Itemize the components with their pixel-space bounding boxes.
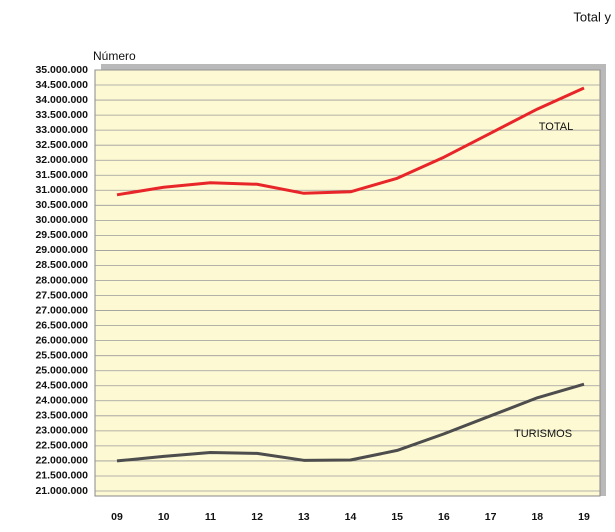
y-tick-label: 31.500.000 [35, 169, 88, 181]
y-tick-label: 28.500.000 [35, 259, 88, 271]
y-tick-label: 25.500.000 [35, 349, 88, 361]
x-tick-label: 14 [345, 511, 357, 523]
y-tick-label: 23.500.000 [35, 410, 88, 422]
series-label: TURISMOS [514, 428, 572, 440]
y-tick-label: 33.500.000 [35, 109, 88, 121]
y-tick-label: 22.000.000 [35, 455, 88, 467]
chart-title: Total y [573, 9, 611, 24]
y-tick-label: 29.000.000 [35, 244, 88, 256]
y-tick-label: 31.000.000 [35, 184, 88, 196]
x-tick-label: 10 [158, 511, 170, 523]
x-tick-label: 15 [391, 511, 403, 523]
y-tick-label: 26.000.000 [35, 334, 88, 346]
x-tick-label: 13 [298, 511, 310, 523]
y-axis-label: Número [93, 49, 136, 63]
y-tick-label: 30.500.000 [35, 199, 88, 211]
y-tick-label: 33.000.000 [35, 124, 88, 136]
y-tick-label: 25.000.000 [35, 364, 88, 376]
x-tick-label: 18 [531, 511, 543, 523]
y-tick-label: 26.500.000 [35, 319, 88, 331]
y-tick-label: 21.500.000 [35, 470, 88, 482]
y-tick-label: 35.000.000 [35, 64, 88, 76]
y-tick-label: 23.000.000 [35, 425, 88, 437]
x-tick-label: 19 [578, 511, 590, 523]
series-line [116, 86, 585, 197]
y-tick-label: 27.000.000 [35, 304, 88, 316]
x-tick-label: 09 [111, 511, 123, 523]
y-tick-label: 30.000.000 [35, 214, 88, 226]
y-tick-label: 28.000.000 [35, 274, 88, 286]
y-tick-label: 34.000.000 [35, 94, 88, 106]
plot-area [94, 69, 601, 497]
x-tick-label: 12 [251, 511, 263, 523]
series-label: TOTAL [539, 121, 573, 133]
y-tick-label: 32.000.000 [35, 154, 88, 166]
series-line [116, 382, 585, 463]
y-tick-label: 32.500.000 [35, 139, 88, 151]
y-tick-label: 24.000.000 [35, 395, 88, 407]
y-tick-label: 24.500.000 [35, 380, 88, 392]
y-tick-label: 22.500.000 [35, 440, 88, 452]
x-tick-label: 11 [205, 511, 216, 523]
y-tick-label: 29.500.000 [35, 229, 88, 241]
x-tick-label: 17 [485, 511, 497, 523]
x-tick-label: 16 [438, 511, 450, 523]
y-tick-label: 27.500.000 [35, 289, 88, 301]
y-tick-label: 34.500.000 [35, 79, 88, 91]
y-tick-label: 21.000.000 [35, 485, 88, 497]
